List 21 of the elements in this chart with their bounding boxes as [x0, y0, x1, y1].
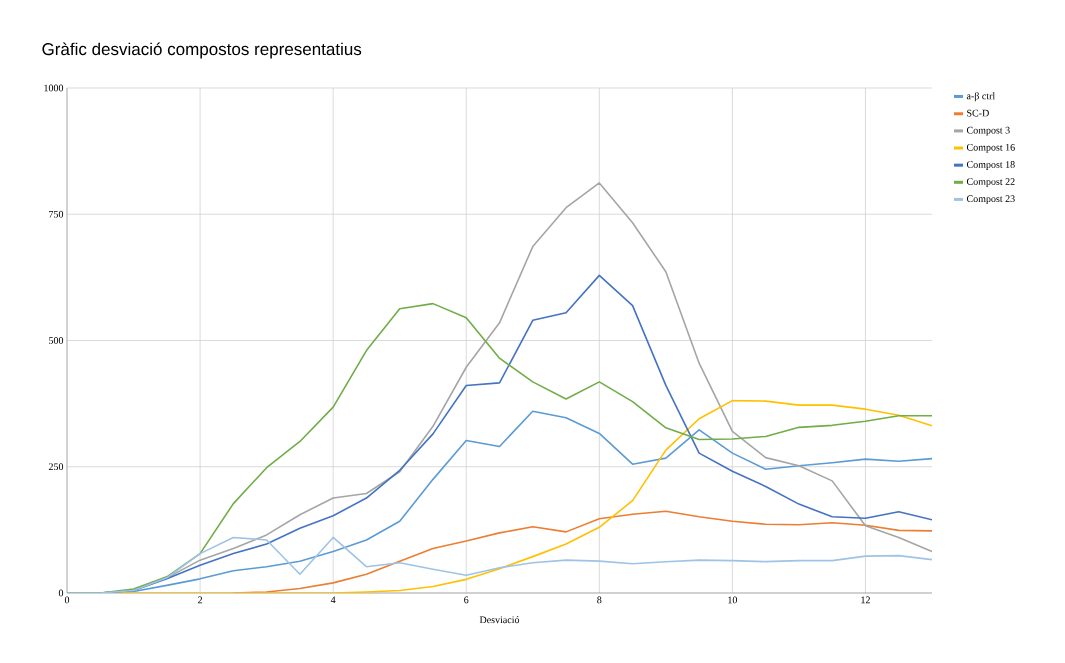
y-tick-label: 750 [49, 210, 64, 218]
x-tick-label: 2 [198, 596, 203, 604]
legend-label: Compost 3 [966, 126, 1010, 136]
x-tick-label: 4 [330, 596, 336, 604]
x-tick-label: 0 [64, 596, 70, 604]
legend-label: a-β ctrl [966, 92, 995, 102]
legend-label: Compost 18 [966, 161, 1015, 170]
y-tick-label: 500 [49, 337, 64, 344]
legend-label: Compost 16 [966, 143, 1015, 153]
x-tick-label: 10 [728, 596, 738, 604]
x-tick-label: 12 [861, 596, 870, 604]
legend-label: Compost 23 [966, 195, 1015, 205]
y-tick-label: 250 [48, 463, 64, 471]
x-tick-label: 6 [464, 596, 469, 604]
x-tick-label: 8 [597, 596, 602, 604]
y-tick-label: 1000 [44, 84, 64, 92]
chart-title: Gràfic desviació compostos representatius [42, 42, 362, 59]
y-tick-label: 0 [58, 589, 64, 597]
legend-label: Compost 22 [966, 178, 1015, 187]
x-axis-title: Desviació [479, 616, 520, 624]
legend-label: SC-D [967, 109, 989, 117]
